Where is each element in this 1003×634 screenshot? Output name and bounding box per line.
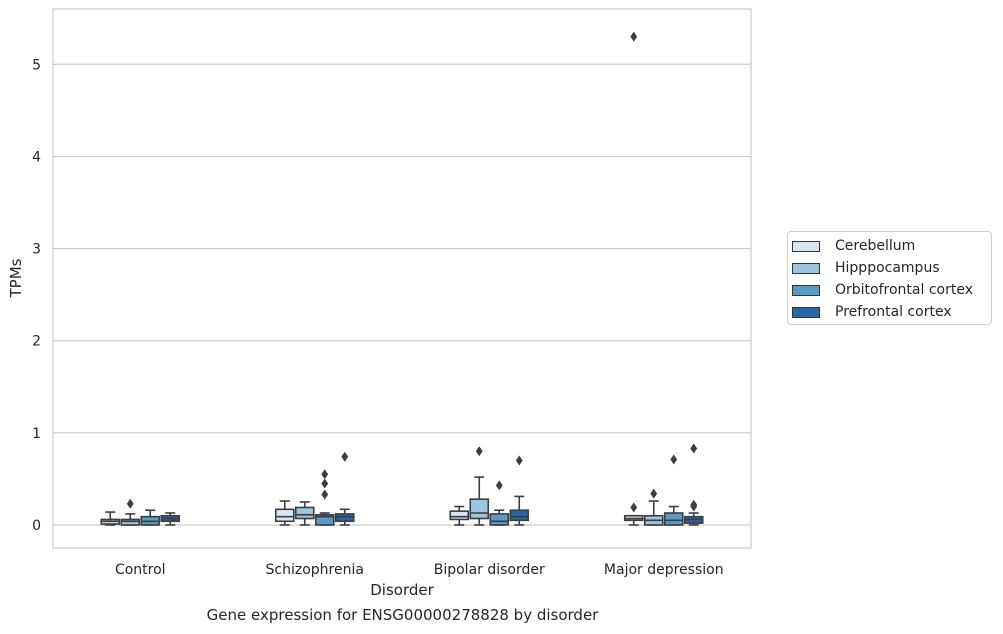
grid-layer bbox=[53, 63, 751, 526]
x-tick-label: Bipolar disorder bbox=[434, 562, 545, 578]
outlier-point bbox=[650, 488, 658, 499]
legend-item: Cerebellum bbox=[792, 235, 915, 257]
y-tick-label: 2 bbox=[32, 334, 41, 350]
outlier-point bbox=[475, 446, 483, 457]
box-hipppocampus bbox=[643, 488, 664, 526]
outlier-point bbox=[690, 443, 698, 454]
y-tick-label: 0 bbox=[32, 518, 41, 534]
legend-item: Prefrontal cortex bbox=[792, 301, 952, 323]
legend-swatch bbox=[792, 262, 820, 274]
box-cerebellum bbox=[623, 31, 644, 526]
legend-swatch bbox=[792, 284, 820, 296]
y-tick-label: 5 bbox=[32, 57, 41, 73]
box-iqr bbox=[449, 510, 470, 521]
box-cerebellum bbox=[274, 500, 295, 526]
outlier-point bbox=[321, 469, 329, 480]
outlier-point bbox=[321, 489, 329, 500]
y-tick-label: 1 bbox=[32, 426, 41, 442]
box-orbitofrontal-cortex bbox=[489, 480, 510, 526]
legend-swatch bbox=[792, 306, 820, 318]
box-cerebellum bbox=[100, 511, 121, 526]
box-iqr bbox=[509, 509, 530, 522]
box-iqr bbox=[334, 513, 355, 523]
box-iqr bbox=[663, 512, 684, 526]
outlier-point bbox=[341, 451, 349, 462]
y-tick-label: 3 bbox=[32, 242, 41, 258]
y-axis-title: TPMs bbox=[7, 258, 25, 298]
box-iqr bbox=[469, 498, 490, 520]
box-prefrontal-cortex bbox=[683, 443, 704, 526]
outlier-point bbox=[515, 455, 523, 466]
box-hipppocampus bbox=[469, 446, 490, 526]
legend-swatch bbox=[792, 240, 820, 252]
outlier-point bbox=[670, 454, 678, 465]
box-iqr bbox=[274, 508, 295, 523]
legend-label: Hipppocampus bbox=[835, 260, 940, 276]
outlier-point bbox=[630, 31, 638, 42]
outlier-point bbox=[630, 502, 638, 513]
x-axis-title: Disorder bbox=[370, 581, 434, 599]
box-iqr bbox=[314, 514, 335, 526]
outlier-point bbox=[321, 478, 329, 489]
x-tick-label: Control bbox=[115, 562, 166, 578]
box-orbitofrontal-cortex bbox=[140, 509, 161, 526]
x-tick-label: Schizophrenia bbox=[266, 562, 364, 578]
box-prefrontal-cortex bbox=[160, 512, 181, 526]
legend-label: Cerebellum bbox=[835, 238, 916, 254]
box-iqr bbox=[294, 506, 315, 520]
box-hipppocampus bbox=[120, 498, 141, 526]
box-layer bbox=[100, 31, 704, 526]
y-tick-labels: 0 1 2 3 4 5 bbox=[32, 57, 41, 534]
box-iqr bbox=[489, 513, 510, 526]
box-orbitofrontal-cortex bbox=[314, 469, 335, 526]
legend-label: Prefrontal cortex bbox=[835, 304, 952, 320]
outlier-point bbox=[690, 499, 698, 510]
x-tick-label: Major depression bbox=[604, 562, 724, 578]
box-prefrontal-cortex bbox=[509, 455, 530, 526]
box-iqr bbox=[120, 518, 141, 526]
legend-item: Hipppocampus bbox=[792, 257, 940, 279]
box-orbitofrontal-cortex bbox=[663, 454, 684, 526]
outlier-point bbox=[126, 498, 134, 509]
outlier-point bbox=[495, 480, 503, 491]
y-tick-label: 4 bbox=[32, 149, 41, 165]
box-prefrontal-cortex bbox=[334, 451, 355, 526]
legend-item: Orbitofrontal cortex bbox=[792, 279, 973, 301]
legend: Cerebellum Hipppocampus Orbitofrontal co… bbox=[787, 231, 992, 325]
legend-label: Orbitofrontal cortex bbox=[835, 282, 973, 298]
x-tick-labels: Control Schizophrenia Bipolar disorder Majo… bbox=[115, 562, 724, 578]
plot-frame bbox=[52, 8, 752, 549]
box-hipppocampus bbox=[294, 501, 315, 526]
figure-caption: Gene expression for ENSG00000278828 by d… bbox=[206, 606, 599, 624]
box-cerebellum bbox=[449, 505, 470, 526]
